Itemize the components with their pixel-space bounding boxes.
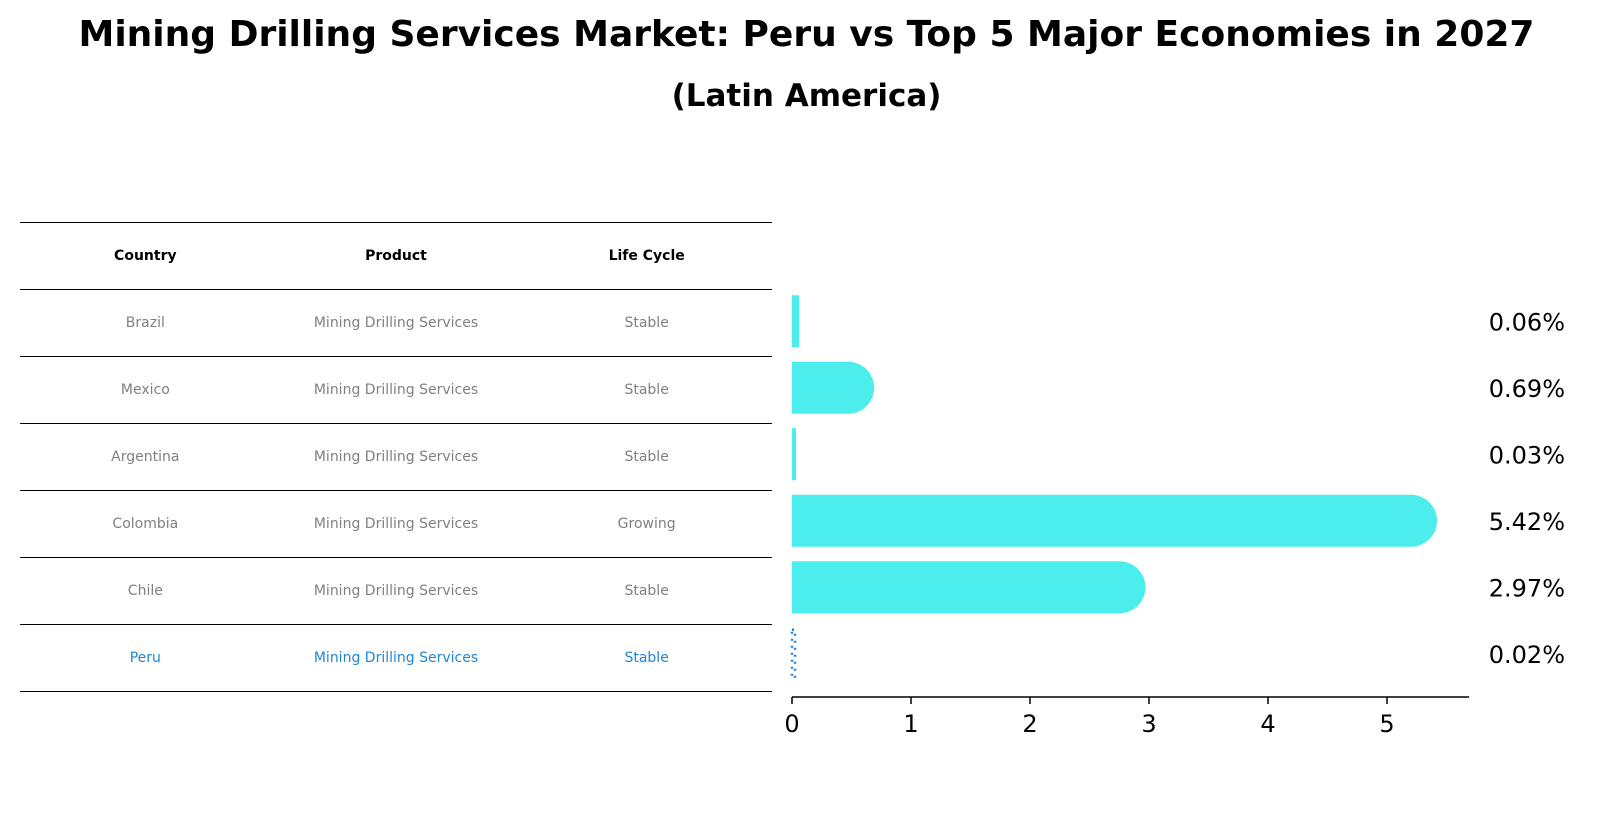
header-country: Country [20, 222, 271, 290]
cell-life-cycle: Stable [521, 624, 772, 692]
bar-mexico [792, 361, 875, 414]
cell-country: Chile [20, 557, 271, 625]
chart-title: Mining Drilling Services Market: Peru vs… [78, 14, 1535, 55]
cell-life-cycle: Stable [521, 423, 772, 491]
bar-peru [790, 628, 797, 679]
bar-chile [792, 561, 1146, 614]
value-label: 5.42% [1489, 508, 1565, 536]
cell-product: Mining Drilling Services [270, 557, 522, 625]
value-label: 0.03% [1489, 441, 1565, 469]
cell-life-cycle: Growing [521, 490, 772, 558]
market-table-wrapper: Country Product Life Cycle Brazil Mining… [20, 222, 772, 692]
value-label: 2.97% [1489, 574, 1565, 602]
cell-product: Mining Drilling Services [270, 624, 522, 692]
table-row: Mexico Mining Drilling Services Stable [20, 356, 772, 424]
cell-country: Brazil [20, 289, 271, 357]
x-tick-label: 3 [1141, 710, 1156, 738]
cell-country: Mexico [20, 356, 271, 424]
x-tick-label: 4 [1260, 710, 1275, 738]
value-label: 0.69% [1489, 375, 1565, 403]
cell-country: Peru [20, 624, 271, 692]
table-row-highlight: Peru Mining Drilling Services Stable [20, 624, 772, 692]
table-header-row: Country Product Life Cycle [20, 222, 772, 290]
x-tick-label: 0 [784, 710, 799, 738]
bar-brazil [792, 295, 800, 348]
table-row: Argentina Mining Drilling Services Stabl… [20, 423, 772, 491]
cell-product: Mining Drilling Services [270, 490, 522, 558]
cell-country: Colombia [20, 490, 271, 558]
value-label: 0.02% [1489, 641, 1565, 669]
value-label: 0.06% [1489, 308, 1565, 336]
cell-life-cycle: Stable [521, 356, 772, 424]
x-tick-label: 1 [903, 710, 918, 738]
chart-subtitle: (Latin America) [671, 78, 942, 114]
table-row: Brazil Mining Drilling Services Stable [20, 289, 772, 357]
x-tick-label: 5 [1379, 710, 1394, 738]
header-life-cycle: Life Cycle [521, 222, 772, 290]
cell-product: Mining Drilling Services [270, 423, 522, 491]
bar-colombia [792, 494, 1437, 547]
table-row: Colombia Mining Drilling Services Growin… [20, 490, 772, 558]
bar-argentina [792, 428, 796, 481]
header-product: Product [270, 222, 522, 290]
cell-product: Mining Drilling Services [270, 356, 522, 424]
table-row: Chile Mining Drilling Services Stable [20, 557, 772, 625]
market-table: Country Product Life Cycle Brazil Mining… [20, 222, 772, 692]
cell-life-cycle: Stable [521, 289, 772, 357]
cell-life-cycle: Stable [521, 557, 772, 625]
cell-country: Argentina [20, 423, 271, 491]
cell-product: Mining Drilling Services [270, 289, 522, 357]
x-tick-label: 2 [1022, 710, 1037, 738]
